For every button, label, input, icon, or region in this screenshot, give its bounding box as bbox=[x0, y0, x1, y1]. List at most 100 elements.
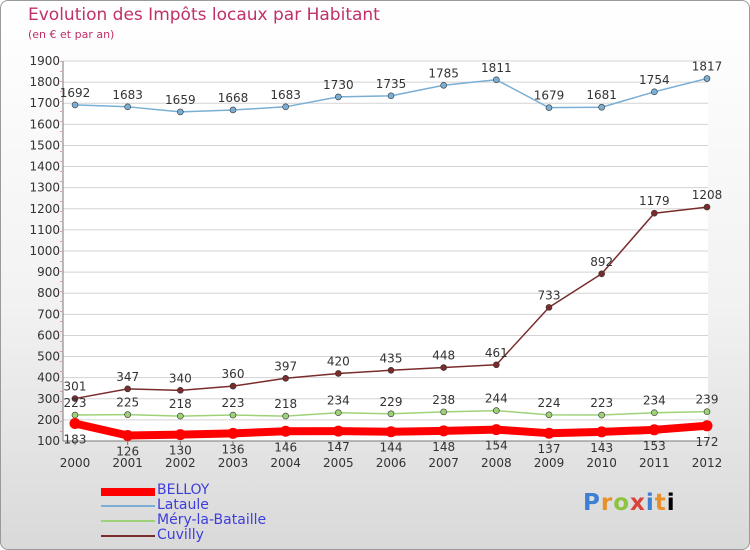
logo-letter: x bbox=[630, 490, 646, 516]
data-label: 144 bbox=[380, 441, 403, 455]
data-point bbox=[122, 430, 134, 442]
data-label: 448 bbox=[432, 349, 455, 363]
y-tick-label: 900 bbox=[37, 265, 60, 279]
data-label: 234 bbox=[643, 394, 666, 408]
y-tick-label: 1600 bbox=[29, 117, 60, 131]
chart-subtitle: (en € et par an) bbox=[28, 28, 115, 41]
data-point bbox=[440, 408, 447, 416]
data-label: 1683 bbox=[270, 88, 301, 102]
y-tick-label: 1700 bbox=[29, 96, 60, 110]
y-tick-label: 500 bbox=[37, 350, 60, 364]
data-label: 238 bbox=[432, 393, 455, 407]
chart-title: Evolution des Impôts locaux par Habitant bbox=[28, 5, 380, 25]
data-label: 146 bbox=[274, 440, 297, 454]
data-point bbox=[387, 92, 395, 100]
data-point bbox=[440, 81, 447, 89]
data-label: 224 bbox=[538, 396, 561, 410]
data-label: 225 bbox=[116, 396, 139, 410]
y-tick-label: 700 bbox=[37, 307, 60, 321]
legend-label-lataule: Lataule bbox=[157, 497, 209, 513]
line-chart: 100 200 300 400 500 600 700 800 900 1000 1100 1200 1… bbox=[29, 54, 723, 470]
data-label: 340 bbox=[169, 371, 192, 385]
y-tick-label: 1400 bbox=[29, 160, 60, 174]
data-label: 1179 bbox=[639, 194, 670, 208]
data-point bbox=[335, 370, 342, 377]
data-point bbox=[493, 361, 500, 369]
logo-letter: r bbox=[600, 490, 614, 516]
data-label: 153 bbox=[643, 439, 666, 453]
data-point bbox=[177, 108, 184, 116]
logo-letter: i bbox=[666, 490, 676, 516]
data-label: 461 bbox=[485, 346, 508, 360]
logo-letter: i bbox=[645, 490, 655, 516]
data-point bbox=[229, 411, 237, 419]
y-tick-label: 100 bbox=[37, 434, 60, 448]
proxiti-logo: Proxiti bbox=[583, 490, 676, 516]
y-tick-label: 800 bbox=[37, 286, 60, 300]
data-label: 183 bbox=[64, 432, 87, 446]
data-point bbox=[124, 103, 131, 111]
data-label: 229 bbox=[380, 395, 403, 409]
y-tick-label: 1500 bbox=[29, 138, 60, 152]
x-tick-label: 2008 bbox=[481, 456, 512, 470]
data-label: 420 bbox=[327, 354, 350, 368]
data-point bbox=[282, 412, 289, 420]
data-point bbox=[651, 409, 658, 417]
data-point bbox=[335, 93, 342, 101]
x-tick-label: 2004 bbox=[270, 456, 301, 470]
logo-letter: o bbox=[613, 490, 631, 516]
data-point bbox=[177, 412, 184, 420]
data-point bbox=[335, 409, 342, 417]
data-point bbox=[543, 427, 555, 439]
data-point bbox=[227, 427, 239, 439]
data-label: 1692 bbox=[60, 86, 91, 100]
data-label: 892 bbox=[590, 255, 613, 269]
y-tick-label: 400 bbox=[37, 371, 60, 385]
data-point bbox=[229, 106, 237, 114]
data-point bbox=[703, 408, 711, 415]
data-point bbox=[282, 374, 289, 382]
data-label: 397 bbox=[274, 359, 297, 373]
data-point bbox=[545, 411, 553, 419]
data-point bbox=[701, 420, 713, 432]
data-label: 1785 bbox=[428, 66, 459, 80]
x-tick-label: 2005 bbox=[323, 456, 354, 470]
data-label: 126 bbox=[116, 445, 139, 459]
x-tick-label: 2006 bbox=[376, 456, 407, 470]
data-label: 1817 bbox=[692, 60, 723, 74]
data-label: 172 bbox=[696, 435, 719, 449]
x-tick-label: 2003 bbox=[218, 456, 249, 470]
data-point bbox=[124, 385, 131, 393]
data-label: 347 bbox=[116, 370, 139, 384]
data-label: 1730 bbox=[323, 78, 354, 92]
data-point bbox=[493, 76, 500, 84]
data-point bbox=[282, 103, 289, 111]
x-tick-label: 2012 bbox=[692, 456, 723, 470]
data-point bbox=[124, 411, 131, 418]
x-tick-label: 2009 bbox=[534, 456, 565, 470]
data-label: 234 bbox=[327, 394, 350, 408]
data-point bbox=[703, 75, 711, 82]
data-point bbox=[440, 364, 447, 371]
data-point bbox=[332, 425, 344, 437]
data-label: 218 bbox=[169, 397, 192, 411]
y-tick-label: 1000 bbox=[29, 244, 60, 258]
data-label: 223 bbox=[222, 396, 245, 410]
legend-swatch-belloy bbox=[101, 488, 155, 496]
data-label: 1659 bbox=[165, 93, 196, 107]
data-point bbox=[598, 411, 605, 419]
legend-swatch-cuvilly bbox=[101, 535, 155, 537]
data-point bbox=[387, 410, 395, 418]
data-point bbox=[703, 203, 711, 211]
data-label: 733 bbox=[538, 288, 561, 302]
data-label: 136 bbox=[222, 442, 245, 456]
data-point bbox=[490, 424, 502, 436]
y-tick-label: 300 bbox=[37, 392, 60, 406]
x-tick-label: 2001 bbox=[112, 456, 143, 470]
data-label: 239 bbox=[696, 393, 719, 407]
data-point bbox=[280, 425, 292, 437]
data-point bbox=[229, 382, 237, 390]
data-label: 1735 bbox=[376, 77, 407, 91]
legend-swatch-mery-la-bataille bbox=[101, 520, 155, 522]
